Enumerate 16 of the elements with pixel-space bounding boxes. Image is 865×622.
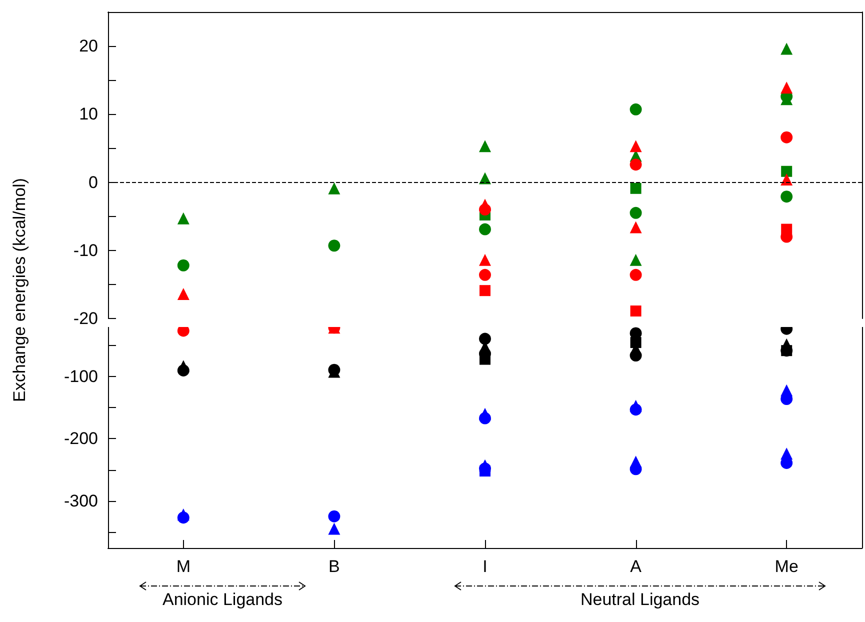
- x-tick-label: B: [328, 557, 340, 576]
- y-tick-label: -100: [64, 367, 98, 386]
- y-tick-label: -10: [73, 240, 98, 260]
- y-tick-label: -200: [64, 429, 98, 448]
- x-tick-label: Me: [774, 557, 798, 576]
- y-axis-title: Exchange energies (kcal/mol): [10, 178, 30, 402]
- y-tick-label: 10: [79, 104, 98, 124]
- x-tick-label: A: [630, 557, 642, 576]
- y-tick-label: 0: [88, 172, 98, 192]
- y-tick-label: -300: [64, 491, 98, 510]
- text: Neutral Ligands: [580, 590, 700, 610]
- x-tick-label: I: [482, 557, 488, 576]
- x-tick-label: M: [176, 557, 190, 576]
- y-tick-label: -20: [73, 309, 98, 328]
- y-tick-label: 20: [79, 36, 98, 56]
- text: Anionic Ligands: [162, 590, 283, 610]
